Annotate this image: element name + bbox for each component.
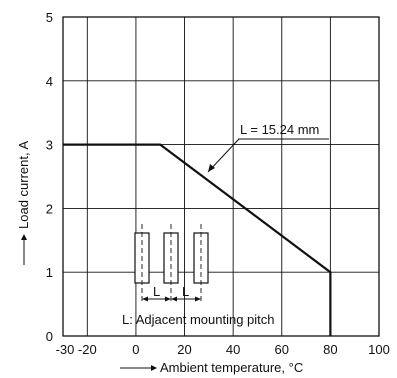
y-tick-label: 1 xyxy=(46,265,53,280)
series-label-arrowhead xyxy=(208,164,215,172)
x-tick-label: 40 xyxy=(226,342,240,357)
series-label: L = 15.24 mm xyxy=(240,122,319,137)
y-tick-label: 0 xyxy=(46,329,53,344)
x-tick-label: -20 xyxy=(78,342,97,357)
x-tick-label: 0 xyxy=(132,342,139,357)
x-tick-labels: -30 -20 0 20 40 60 80 100 xyxy=(56,342,390,357)
mounting-illustration: L L xyxy=(134,224,209,302)
y-axis-label-group: Load current, A xyxy=(16,141,31,265)
grid-lines xyxy=(63,17,379,336)
y-tick-label: 4 xyxy=(46,74,53,89)
x-tick-label: 20 xyxy=(177,342,191,357)
x-axis-label-group: Ambient temperature, °C xyxy=(120,360,303,375)
pitch-label-left: L xyxy=(153,284,160,299)
plot-frame xyxy=(62,16,380,337)
series-label-leader xyxy=(207,138,240,173)
pitch-arrow-left-a xyxy=(142,296,148,302)
y-tick-labels: 0 1 2 3 4 5 xyxy=(46,10,53,344)
pitch-arrow-right-a xyxy=(171,296,177,302)
pitch-arrow-left-b xyxy=(165,296,171,302)
series-line-derating xyxy=(63,143,332,336)
x-tick-label: 80 xyxy=(323,342,337,357)
y-axis-arrowhead xyxy=(21,234,27,240)
pitch-caption: L: Adjacent mounting pitch xyxy=(122,312,275,327)
x-axis-label: Ambient temperature, °C xyxy=(160,360,303,375)
pitch-arrow-right-b xyxy=(195,296,201,302)
x-tick-label: 60 xyxy=(275,342,289,357)
x-tick-label: 100 xyxy=(368,342,390,357)
y-tick-label: 5 xyxy=(46,10,53,25)
x-tick-label: -30 xyxy=(56,342,75,357)
y-axis-label: Load current, A xyxy=(16,141,31,229)
x-axis-arrowhead xyxy=(151,365,157,371)
y-tick-label: 3 xyxy=(46,138,53,153)
y-tick-label: 2 xyxy=(46,201,53,216)
pitch-label-right: L xyxy=(182,284,189,299)
